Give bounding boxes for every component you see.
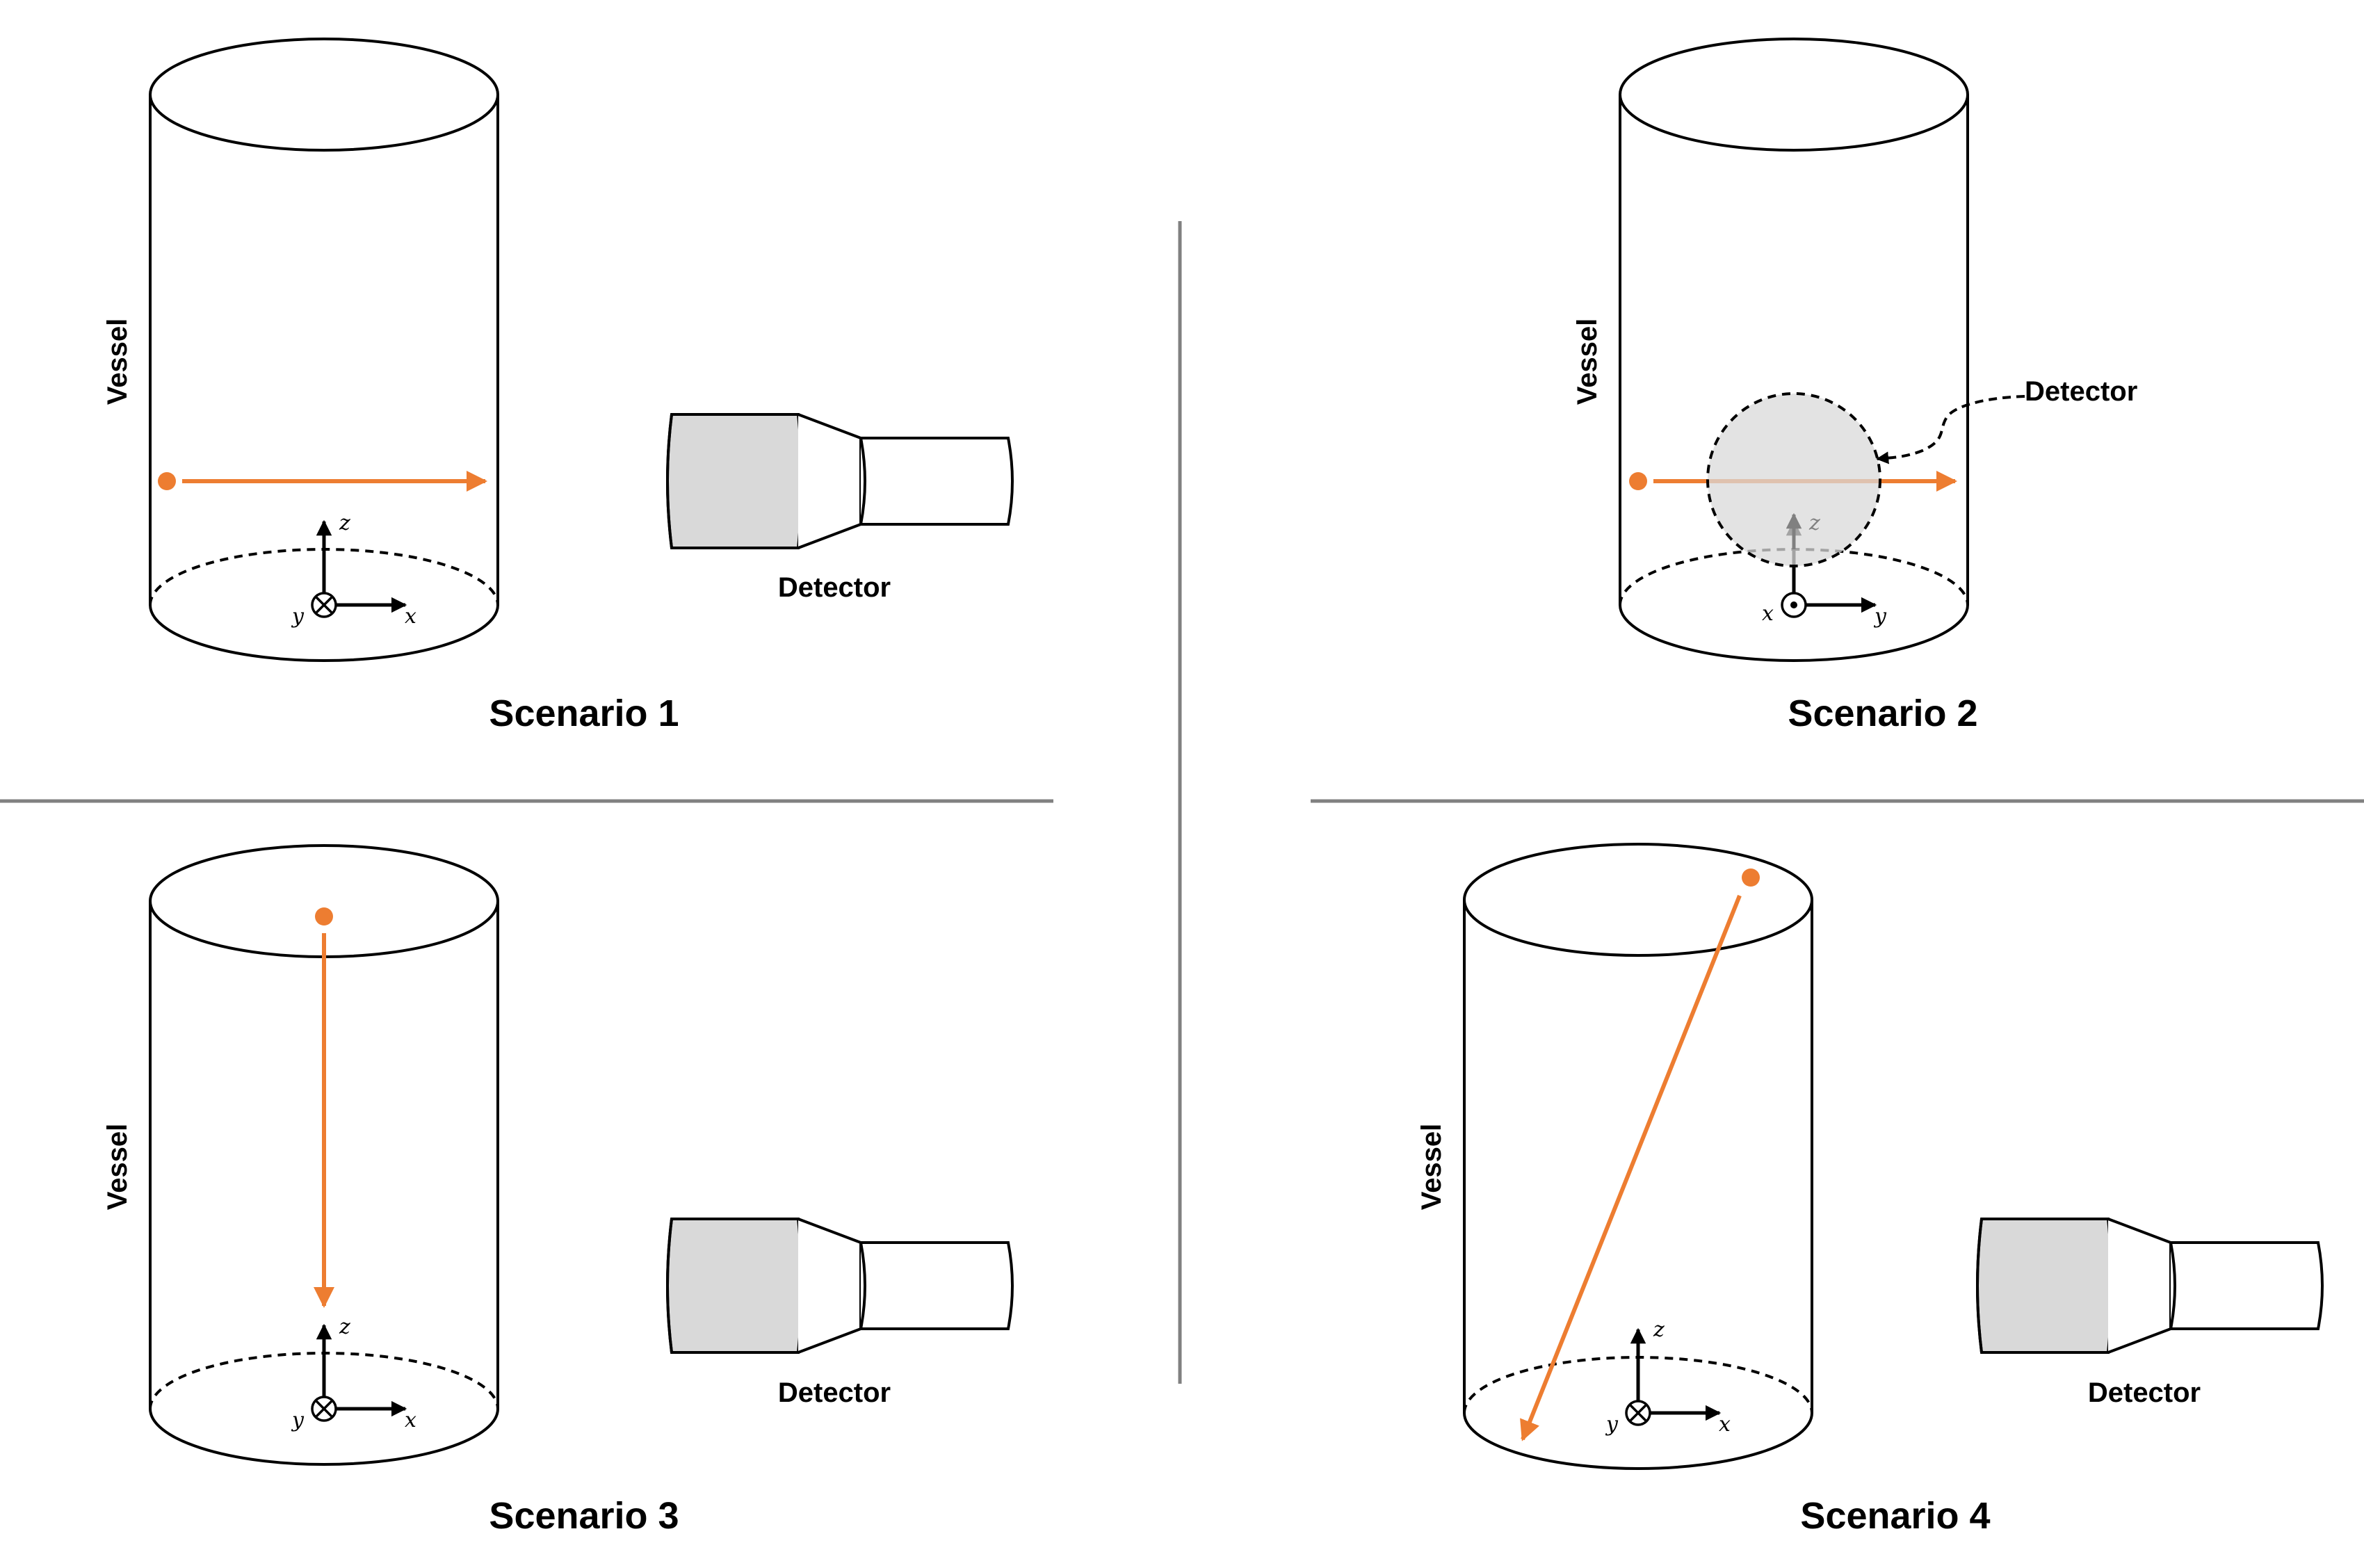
scenario-3: Vessel z x y Detector Scenario 3	[102, 844, 1014, 1537]
axes: z x y	[291, 511, 416, 629]
detector-circle: z	[1706, 392, 1881, 567]
vessel-label: Vessel	[102, 1124, 133, 1211]
detector	[1976, 1218, 2324, 1354]
axes: y x	[1762, 519, 1887, 629]
trajectory	[314, 907, 334, 1308]
scenario-title: Scenario 3	[489, 1495, 679, 1537]
particle-start	[1629, 472, 1647, 490]
axis-y-label: y	[1605, 1412, 1619, 1437]
detector-label: Detector	[2025, 376, 2137, 407]
scenario-2: Vessel y x z Detector Scenario 2	[1572, 38, 2137, 734]
axis-y-label: y	[291, 1408, 305, 1432]
trajectory-arrow	[1520, 894, 1742, 1441]
scenario-title: Scenario 4	[1800, 1495, 1990, 1537]
axis-x-label: x	[405, 1408, 416, 1432]
scenario-1: Vessel z x y Detector Scenario 1	[102, 38, 1014, 734]
particle-start	[1742, 868, 1760, 887]
particle-start	[315, 907, 333, 926]
axis-y-label: y	[1873, 604, 1887, 629]
axes: z x y	[1605, 1318, 1731, 1437]
scenario-title: Scenario 1	[489, 693, 679, 734]
axis-z-label: z	[339, 1315, 350, 1339]
detector-label: Detector	[2088, 1377, 2201, 1408]
detector	[666, 1218, 1014, 1354]
axis-x-label: x	[1719, 1412, 1731, 1437]
axes: z x y	[291, 1315, 416, 1432]
detector-label: Detector	[778, 1377, 891, 1408]
axis-x-label: x	[1762, 601, 1774, 626]
axis-z-label: z	[1653, 1318, 1665, 1342]
vessel	[1463, 843, 1813, 1470]
axis-z-label: z	[1808, 511, 1820, 535]
scenario-title: Scenario 2	[1788, 693, 1977, 734]
vessel	[149, 38, 499, 662]
axis-z-label: z	[339, 511, 350, 535]
axis-y-label: y	[291, 604, 305, 629]
particle-start	[158, 472, 176, 490]
detector-label: Detector	[778, 572, 891, 603]
detector	[666, 413, 1014, 549]
trajectory	[158, 471, 487, 492]
vessel-label: Vessel	[1416, 1124, 1447, 1211]
scenario-4: Vessel z x y Detector Scenario 4	[1416, 843, 2324, 1537]
vessel-label: Vessel	[1572, 318, 1603, 405]
trajectory	[1520, 868, 1760, 1441]
detector-pointer	[1876, 395, 2025, 464]
axis-x-label: x	[405, 604, 416, 629]
vessel-label: Vessel	[102, 318, 133, 405]
